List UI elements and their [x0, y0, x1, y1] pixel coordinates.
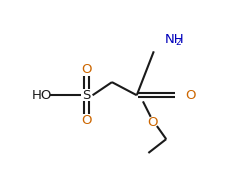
Text: O: O	[81, 114, 91, 127]
Text: HO: HO	[32, 89, 52, 102]
Text: O: O	[185, 89, 195, 102]
Text: O: O	[81, 63, 91, 76]
Text: 2: 2	[175, 38, 180, 47]
Text: NH: NH	[164, 33, 183, 45]
Text: S: S	[82, 89, 90, 102]
Text: O: O	[146, 116, 157, 129]
